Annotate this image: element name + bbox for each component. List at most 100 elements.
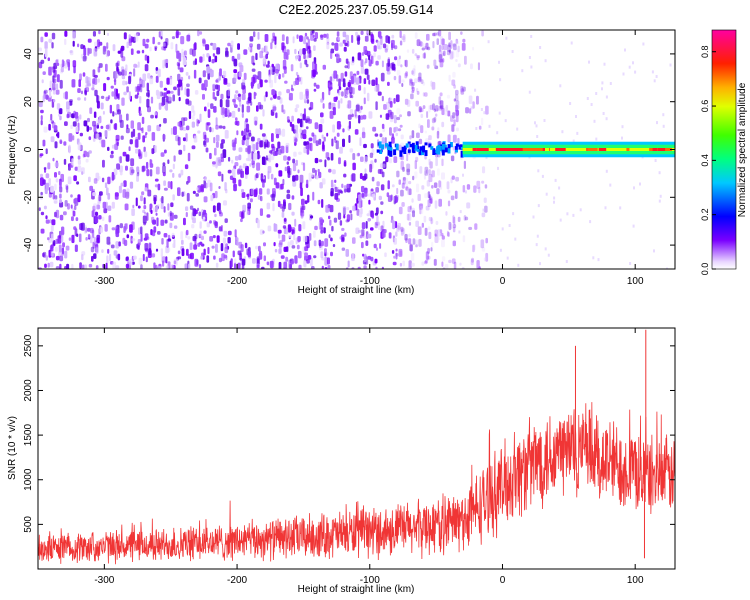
noise-cell (156, 217, 159, 227)
noise-cell (365, 240, 369, 246)
noise-cell (532, 215, 535, 219)
noise-cell (472, 46, 475, 51)
noise-cell (385, 113, 390, 120)
noise-cell (315, 140, 319, 147)
noise-cell (72, 40, 75, 47)
signal-peak-cell (577, 148, 587, 151)
noise-cell (416, 88, 419, 93)
noise-cell (85, 158, 89, 163)
noise-cell (199, 221, 202, 229)
noise-cell (409, 243, 413, 252)
noise-cell (294, 255, 298, 264)
noise-cell (154, 111, 157, 116)
noise-cell (416, 183, 420, 193)
noise-cell (474, 88, 477, 92)
signal-onset-cell (416, 149, 420, 152)
signal-onset-cell (436, 145, 440, 150)
noise-cell (343, 161, 347, 167)
noise-cell (407, 111, 411, 117)
noise-cell (243, 135, 246, 141)
noise-cell (653, 79, 656, 83)
noise-cell (535, 124, 538, 128)
noise-cell (351, 113, 354, 118)
noise-cell (423, 170, 426, 180)
noise-cell (425, 205, 430, 211)
noise-cell (170, 202, 174, 208)
noise-cell (269, 260, 274, 269)
noise-cell (447, 200, 451, 207)
noise-cell (393, 98, 396, 104)
noise-cell (125, 127, 130, 134)
noise-cell (387, 58, 390, 67)
colorbar-label: Normalized spectral amplitude (737, 82, 748, 217)
noise-cell (404, 72, 408, 79)
noise-cell (75, 126, 79, 133)
chart-title: C2E2.2025.237.05.59.G14 (279, 2, 434, 17)
noise-cell (272, 35, 277, 42)
noise-cell (191, 224, 195, 229)
noise-cell (177, 73, 181, 82)
noise-cell (200, 255, 203, 260)
signal-peak-cell (598, 148, 607, 151)
noise-cell (145, 132, 148, 136)
signal-onset-cell (393, 149, 397, 156)
noise-cell (267, 60, 270, 65)
noise-cell (181, 191, 184, 197)
noise-cell (154, 45, 158, 49)
noise-cell (428, 135, 432, 141)
noise-cell (514, 237, 517, 241)
noise-cell (263, 255, 266, 262)
noise-cell (433, 116, 437, 122)
noise-cell (320, 240, 324, 247)
noise-cell (429, 104, 434, 110)
noise-cell (326, 33, 329, 39)
noise-cell (129, 258, 133, 266)
noise-cell (212, 161, 216, 165)
noise-cell (376, 215, 379, 224)
noise-cell (74, 244, 78, 252)
noise-cell (52, 82, 56, 91)
noise-cell (98, 63, 103, 68)
noise-cell (658, 199, 661, 203)
noise-cell (452, 43, 456, 47)
noise-cell (411, 198, 414, 203)
noise-cell (214, 96, 217, 101)
noise-cell (209, 126, 212, 133)
noise-cell (476, 180, 481, 189)
noise-cell (297, 236, 301, 242)
noise-cell (326, 42, 330, 50)
noise-cell (222, 70, 227, 78)
noise-cell (485, 105, 489, 115)
noise-cell (96, 234, 100, 240)
noise-cell (249, 198, 253, 203)
noise-cell (271, 89, 275, 96)
noise-cell (122, 151, 127, 157)
noise-cell (238, 62, 243, 68)
noise-cell (142, 165, 146, 172)
noise-cell (409, 78, 413, 86)
noise-cell (136, 32, 140, 36)
noise-cell (222, 149, 227, 158)
noise-cell (411, 86, 415, 92)
noise-cell (74, 228, 78, 237)
noise-cell (431, 185, 434, 189)
noise-cell (392, 220, 396, 230)
noise-cell (441, 256, 446, 262)
noise-cell (331, 138, 334, 147)
noise-cell (375, 266, 378, 269)
noise-cell (247, 145, 251, 155)
noise-cell (297, 250, 302, 259)
noise-cell (137, 61, 140, 68)
noise-cell (336, 132, 340, 137)
noise-cell (294, 218, 297, 227)
noise-cell (185, 212, 188, 218)
signal-onset-cell (401, 146, 405, 153)
noise-cell (284, 80, 288, 84)
noise-cell (117, 68, 120, 74)
noise-cell (586, 97, 589, 100)
noise-cell (455, 127, 459, 132)
noise-cell (220, 107, 225, 116)
noise-cell (164, 149, 167, 154)
noise-cell (426, 111, 429, 118)
noise-cell (233, 58, 238, 67)
